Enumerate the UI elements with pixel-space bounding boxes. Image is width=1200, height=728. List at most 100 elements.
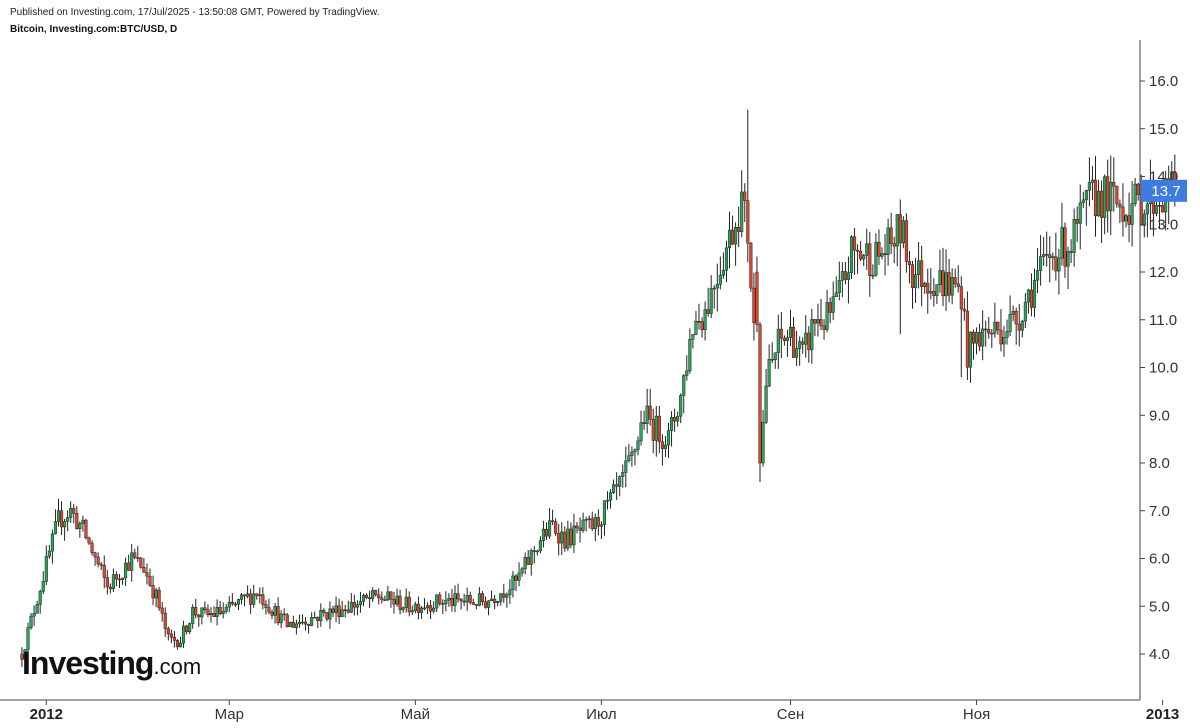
x-tick-label: Июл: [586, 706, 616, 723]
candle-up: [273, 606, 277, 616]
candle-up: [66, 517, 70, 522]
candle-up: [968, 331, 973, 368]
y-tick-label: 16.0: [1149, 73, 1178, 90]
candle-up: [831, 296, 835, 313]
candle-up: [645, 405, 649, 424]
candle-up: [548, 520, 552, 537]
candle-up: [121, 577, 125, 580]
candle-down: [474, 604, 478, 606]
candle-up: [53, 521, 58, 535]
y-tick-label: 8.0: [1149, 455, 1170, 472]
candle-up: [993, 321, 997, 334]
candle-up: [1145, 203, 1149, 215]
candle-down: [322, 610, 326, 613]
candle-up: [685, 370, 689, 376]
candle-down: [60, 510, 64, 528]
candle-down: [264, 604, 268, 608]
candle-up: [1020, 320, 1024, 331]
candle-up: [63, 521, 67, 528]
candle-up: [496, 601, 500, 603]
candle-up: [1002, 337, 1006, 345]
candle-down: [468, 595, 472, 603]
candle-up: [422, 607, 427, 610]
candle-up: [901, 220, 905, 244]
candle-down: [575, 525, 579, 529]
candle-up: [938, 270, 942, 285]
candle-up: [258, 594, 262, 597]
y-tick-label: 10.0: [1149, 360, 1178, 377]
candle-down: [941, 270, 945, 297]
candle-up: [654, 415, 658, 441]
candle-up: [47, 550, 51, 557]
candle-up: [294, 623, 298, 628]
candle-up: [1072, 219, 1076, 253]
candle-up: [300, 621, 305, 624]
candle-down: [346, 609, 350, 613]
candle-down: [999, 329, 1003, 345]
candle-down: [843, 271, 847, 280]
candle-down: [889, 227, 893, 244]
candle-down: [84, 519, 88, 539]
candle-up: [26, 627, 30, 650]
candle-up: [816, 319, 820, 324]
candle-down: [243, 594, 247, 597]
candle-up: [1081, 199, 1085, 204]
candle-up: [1032, 279, 1037, 308]
candle-down: [898, 214, 902, 244]
candle-up: [618, 476, 622, 487]
candle-up: [871, 274, 875, 277]
candle-up: [1008, 314, 1012, 332]
candle-up: [1005, 331, 1009, 338]
candle-up: [361, 594, 366, 602]
logo-domain: .com: [153, 654, 202, 679]
candle-up: [1060, 227, 1064, 259]
candle-down: [438, 594, 442, 604]
candle-up: [764, 385, 768, 423]
candle-up: [541, 528, 546, 541]
candle-up: [511, 575, 515, 591]
candle-up: [804, 332, 808, 345]
candle-down: [127, 562, 131, 571]
candle-down: [1100, 190, 1104, 218]
candle-up: [1036, 270, 1040, 281]
candle-up: [435, 594, 439, 609]
candle-down: [99, 563, 103, 566]
candle-up: [209, 613, 213, 616]
candle-down: [926, 282, 930, 294]
candle-down: [1136, 183, 1140, 195]
candle-up: [188, 623, 192, 633]
candle-down: [325, 612, 329, 620]
candle-up: [740, 191, 744, 232]
candle-down: [93, 552, 97, 558]
candle-up: [621, 472, 625, 477]
candle-down: [416, 603, 420, 613]
candle-up: [880, 253, 884, 257]
candle-up: [950, 277, 954, 296]
candle-down: [551, 520, 555, 522]
candle-up: [490, 598, 494, 602]
candle-up: [178, 642, 183, 648]
candle-up: [32, 613, 36, 617]
candle-down: [956, 283, 960, 287]
candle-down: [157, 589, 161, 609]
candle-up: [599, 524, 603, 527]
candle-up: [981, 328, 985, 347]
last-price-label: 13.7: [1151, 183, 1180, 200]
candle-down: [877, 242, 881, 257]
candle-up: [349, 602, 353, 613]
candle-down: [792, 326, 796, 358]
candle-down: [90, 542, 94, 553]
candle-down: [392, 598, 396, 605]
candle-down: [807, 332, 811, 351]
candle-down: [563, 531, 567, 549]
candle-down: [892, 243, 896, 247]
last-price-tag: 13.7: [1141, 179, 1187, 202]
candle-up: [111, 574, 115, 590]
candle-up: [624, 460, 628, 473]
candle-up: [788, 326, 793, 338]
candle-up: [862, 255, 866, 260]
candle-series: [20, 109, 1177, 667]
candle-up: [1087, 182, 1091, 191]
candle-down: [904, 220, 908, 262]
